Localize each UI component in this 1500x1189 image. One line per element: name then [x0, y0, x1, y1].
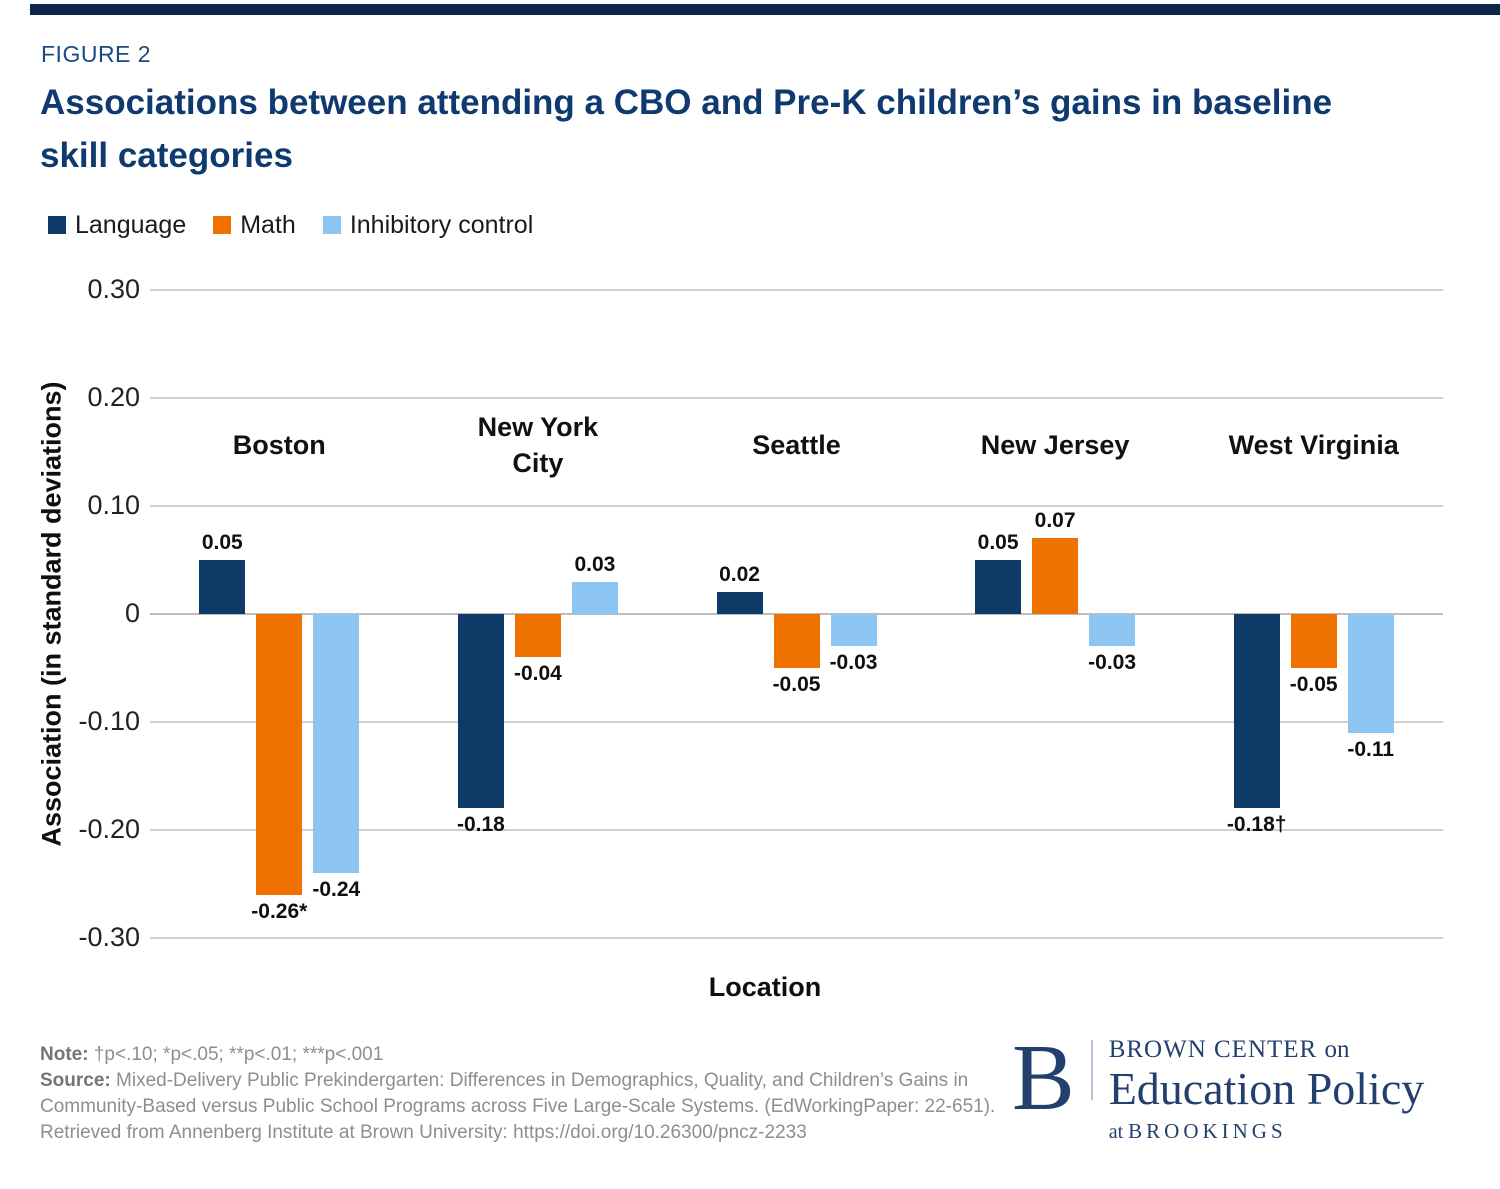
bar-seattle-math: [773, 614, 820, 668]
bar-west-virginia-math: [1290, 614, 1337, 668]
bar-seattle-inhibitory-control: [830, 614, 877, 647]
source-line: Source: Mixed-Delivery Public Prekinderg…: [40, 1068, 1000, 1146]
y-tick-label-0.10: 0.10: [87, 490, 140, 520]
bar-value-new-jersey-math: 0.07: [1034, 509, 1076, 533]
bar-new-york-city-math: [514, 614, 561, 658]
bar-value-boston-language: 0.05: [201, 531, 243, 554]
gridline--0.10: [150, 721, 1443, 723]
legend-item-inhibitory-control: Inhibitory control: [322, 210, 534, 240]
bar-value-west-virginia-math: -0.05: [1289, 673, 1338, 696]
logo-education-policy: Education Policy: [1108, 1063, 1425, 1114]
x-axis-title: Location: [708, 972, 822, 1002]
bar-boston-inhibitory-control: [313, 614, 360, 874]
logo-center-name: BROWN CENTER on: [1109, 1036, 1425, 1064]
logo-at: at: [1108, 1121, 1124, 1143]
bar-new-jersey-inhibitory-control: [1089, 614, 1136, 647]
bar-new-jersey-math: [1032, 538, 1079, 614]
bar-west-virginia-inhibitory-control: [1347, 614, 1394, 733]
logo-at-brookings: at BROOKINGS: [1109, 1119, 1425, 1144]
math-swatch: [213, 216, 232, 234]
bar-value-seattle-math: -0.05: [772, 673, 821, 696]
gridline-0.30: [150, 289, 1443, 291]
bar-boston-math: [256, 614, 303, 895]
bar-new-york-city-inhibitory-control: [571, 581, 618, 614]
bar-new-york-city-language: [457, 614, 504, 809]
logo-brown-center: BROWN CENTER: [1108, 1036, 1318, 1063]
y-tick-label--0.30: -0.30: [78, 922, 140, 952]
chart-legend: Language Math Inhibitory control: [48, 208, 533, 242]
inhibitory-control-swatch: [322, 216, 341, 234]
language-swatch: [48, 216, 66, 234]
legend-item-math: Math: [213, 211, 296, 240]
bar-value-new-jersey-inhibitory-control: -0.03: [1088, 651, 1137, 675]
legend-label-language: Language: [75, 210, 187, 239]
y-tick-label--0.10: -0.10: [78, 706, 140, 736]
chart-title: Associations between attending a CBO and…: [40, 83, 1333, 175]
figure-number-label: FIGURE 2: [41, 41, 152, 67]
y-tick-label--0.20: -0.20: [78, 814, 140, 844]
bar-new-jersey-language: [975, 560, 1022, 614]
bar-value-boston-math: -0.26*: [251, 899, 308, 923]
logo-on: on: [1324, 1036, 1350, 1063]
category-label-new-jersey: New Jersey: [980, 430, 1130, 460]
legend-item-language: Language: [48, 211, 186, 240]
category-label-west-virginia: West Virginia: [1228, 430, 1399, 460]
bar-west-virginia-language: [1233, 614, 1280, 809]
gridline-0.20: [150, 397, 1443, 399]
source-label: Source:: [40, 1070, 111, 1091]
note-line: Note: †p<.10; *p<.05; **p<.01; ***p<.001: [40, 1042, 1000, 1068]
category-label-seattle: Seattle: [752, 430, 841, 460]
bar-seattle-language: [716, 592, 763, 614]
bar-value-seattle-inhibitory-control: -0.03: [829, 651, 878, 675]
note-text: †p<.10; *p<.05; **p<.01; ***p<.001: [93, 1044, 384, 1065]
source-text: Mixed-Delivery Public Prekindergarten: D…: [40, 1070, 996, 1143]
brookings-logo: B BROWN CENTER on Education Policy at BR…: [1012, 1026, 1425, 1144]
logo-brookings: BROOKINGS: [1128, 1119, 1287, 1143]
legend-label-inhibitory-control: Inhibitory control: [349, 210, 534, 239]
footer-notes: Note: †p<.10; *p<.05; **p<.01; ***p<.001…: [40, 1042, 1000, 1146]
bar-boston-language: [199, 560, 246, 614]
bar-value-new-york-city-math: -0.04: [513, 662, 562, 686]
logo-b-monogram: B: [1012, 1026, 1075, 1130]
bar-value-new-york-city-inhibitory-control: 0.03: [574, 552, 616, 576]
gridline--0.30: [150, 937, 1443, 939]
bar-value-west-virginia-inhibitory-control: -0.11: [1347, 737, 1395, 761]
category-label-boston: Boston: [232, 430, 326, 460]
top-rule: [30, 4, 1500, 15]
category-label-new-york-city: New York City: [477, 412, 599, 478]
logo-text: BROWN CENTER on Education Policy at BROO…: [1109, 1032, 1425, 1144]
y-tick-label-0.20: 0.20: [87, 382, 140, 412]
legend-label-math: Math: [240, 210, 296, 239]
gridline-0.10: [150, 505, 1443, 507]
bar-value-new-jersey-language: 0.05: [977, 531, 1019, 554]
bar-value-boston-inhibitory-control: -0.24: [312, 878, 361, 902]
bar-value-seattle-language: 0.02: [719, 563, 760, 587]
bar-value-west-virginia-language: -0.18†: [1226, 813, 1287, 837]
note-label: Note:: [40, 1044, 89, 1065]
y-tick-label-0.30: 0.30: [87, 274, 140, 304]
y-tick-label-0: 0: [124, 598, 140, 628]
gridline--0.20: [150, 829, 1443, 831]
bar-value-new-york-city-language: -0.18: [456, 813, 505, 837]
logo-divider: [1090, 1040, 1093, 1100]
